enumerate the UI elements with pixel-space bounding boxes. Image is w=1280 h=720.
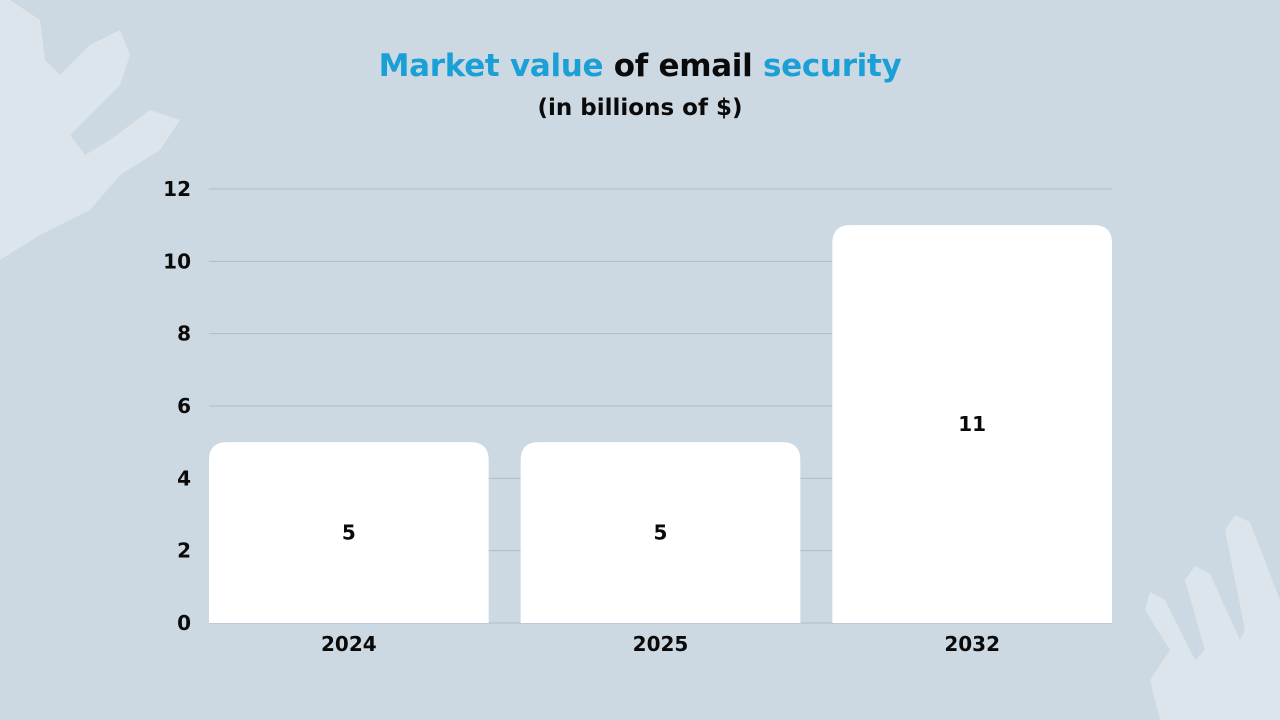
chart-subtitle: (in billions of $) xyxy=(537,95,743,121)
data-label-2024: 5 xyxy=(342,521,356,545)
title-part-security: security xyxy=(762,48,902,84)
y-tick-label: 4 xyxy=(177,466,191,490)
bar-2032 xyxy=(832,225,1112,623)
y-axis-ticks: 0 2 4 6 8 10 12 xyxy=(163,177,191,635)
x-tick-label-2025: 2025 xyxy=(633,632,689,656)
y-tick-label: 6 xyxy=(177,394,191,418)
y-tick-label: 10 xyxy=(163,249,191,273)
data-label-2032: 11 xyxy=(958,412,986,436)
bar-2025 xyxy=(520,442,801,623)
bar-2024 xyxy=(209,442,489,623)
title-part-of-email: of email xyxy=(603,48,763,84)
bars: 5 5 11 xyxy=(209,225,1112,623)
x-tick-label-2032: 2032 xyxy=(944,632,1000,656)
y-tick-label: 2 xyxy=(177,539,191,563)
data-label-2025: 5 xyxy=(654,521,668,545)
x-tick-label-2024: 2024 xyxy=(321,632,377,656)
y-tick-label: 8 xyxy=(177,322,191,346)
y-tick-label: 0 xyxy=(177,611,191,635)
x-axis-ticks: 2024 2025 2032 xyxy=(321,632,1000,656)
title-part-market-value: Market value xyxy=(378,48,604,84)
chart-title: Market value of email security xyxy=(0,48,1280,84)
y-tick-label: 12 xyxy=(163,177,191,201)
